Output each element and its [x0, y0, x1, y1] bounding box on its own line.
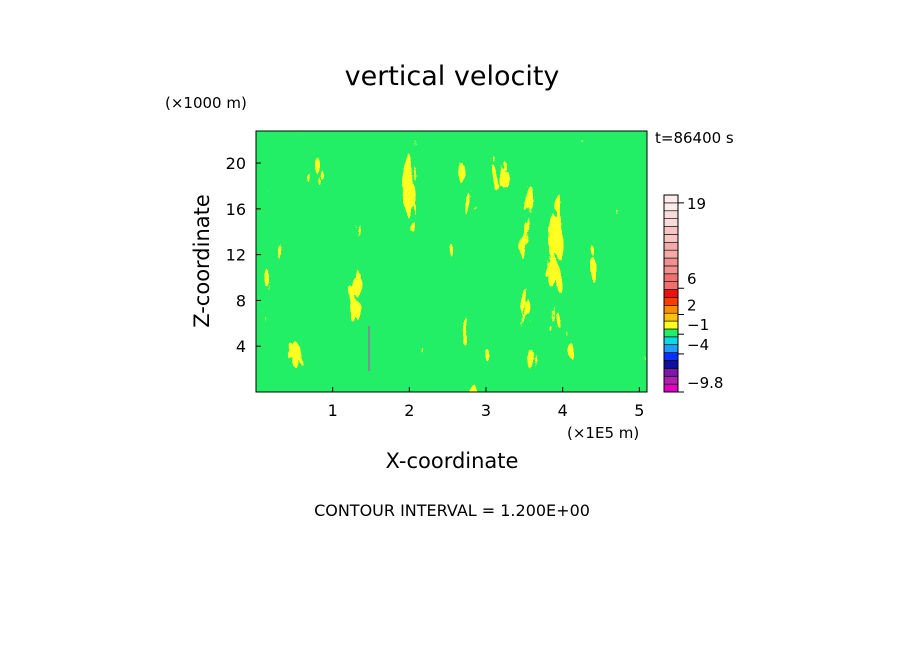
x-tick-label: 3 [481, 401, 491, 420]
colorbar-segment [663, 368, 679, 377]
colorbar-frame [663, 194, 679, 393]
x-tick-label: 5 [634, 401, 644, 420]
colorbar-segment [663, 226, 679, 235]
x-axis-ticks: 1 2 3 4 5 [328, 387, 644, 420]
y-tick-label: 16 [226, 200, 246, 219]
colorbar-segment [663, 312, 679, 322]
colorbar-tick-label: −1 [687, 316, 709, 334]
plot-area [255, 130, 648, 393]
positive-velocity-region [256, 131, 647, 392]
colorbar [663, 194, 679, 393]
colorbar-segment [663, 289, 679, 298]
colorbar-tick-label: 6 [687, 270, 697, 288]
y-axis-label: Z-coordinate [190, 194, 214, 328]
colorbar-segment [663, 352, 679, 361]
colorbar-tick-label: −4 [687, 336, 709, 354]
colorbar-segment [663, 360, 679, 369]
colorbar-segment [663, 249, 679, 259]
x-tick-label: 1 [328, 401, 338, 420]
colorbar-segment [663, 297, 679, 306]
colorbar-segment [663, 257, 679, 267]
y-unit-label: (×1000 m) [165, 94, 247, 112]
colorbar-segment [663, 218, 679, 227]
y-tick-label: 12 [226, 246, 246, 265]
plot-frame [255, 130, 648, 393]
colorbar-segment [663, 273, 679, 282]
chart-title: vertical velocity [345, 61, 560, 92]
time-label: t=86400 s [655, 129, 734, 147]
y-tick-label: 4 [236, 337, 246, 356]
velocity-field [256, 131, 647, 392]
colorbar-segment [663, 265, 679, 275]
colorbar-segment [663, 344, 679, 353]
colorbar-tick-label: −9.8 [687, 374, 723, 392]
x-tick-label: 2 [404, 401, 414, 420]
colorbar-segment [663, 202, 679, 212]
y-tick-label: 8 [236, 291, 246, 310]
colorbar-segment [663, 328, 679, 338]
contour-interval-label: CONTOUR INTERVAL = 1.200E+00 [314, 501, 590, 520]
colorbar-tick-label: 2 [687, 297, 697, 315]
x-unit-label: (×1E5 m) [567, 424, 639, 442]
colorbar-tick-labels: 19 6 2−1 −4 −9.8 [678, 195, 723, 393]
colorbar-segment [663, 383, 679, 393]
colorbar-segment [663, 305, 679, 314]
colorbar-segment [663, 241, 679, 251]
colorbar-segment [663, 210, 679, 219]
y-axis-ticks: 4 8 12 16 20 [226, 154, 261, 356]
colorbar-segment [663, 281, 679, 290]
colorbar-segment [663, 194, 679, 204]
y-tick-label: 20 [226, 154, 246, 173]
colorbar-segment [663, 336, 679, 346]
x-axis-label: X-coordinate [386, 449, 519, 473]
colorbar-tick-label: 19 [687, 195, 706, 213]
colorbar-segment [663, 234, 679, 243]
x-tick-label: 4 [558, 401, 568, 420]
colorbar-segment [663, 375, 679, 385]
colorbar-segment [663, 320, 679, 330]
